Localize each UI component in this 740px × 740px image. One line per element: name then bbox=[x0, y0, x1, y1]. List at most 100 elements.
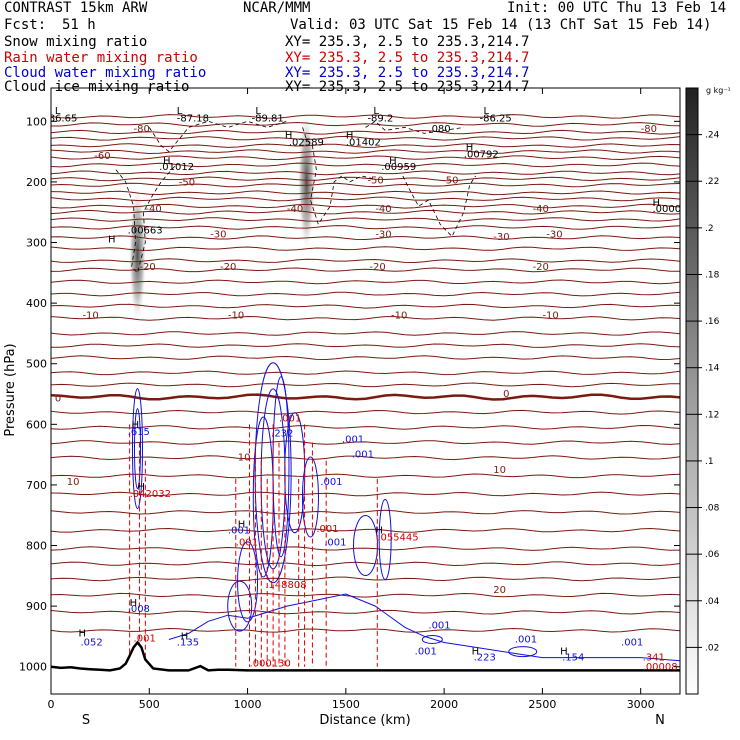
temperature-label: 10 bbox=[67, 477, 80, 488]
extremum-marker: H bbox=[375, 525, 383, 536]
cloud-water-label: .001 bbox=[342, 435, 364, 446]
extremum-marker: H bbox=[132, 420, 140, 431]
extremum-marker: H bbox=[389, 156, 397, 167]
rain-water-label: .001 bbox=[316, 524, 338, 535]
x-end-south: S bbox=[82, 713, 90, 728]
extremum-marker: L bbox=[255, 106, 261, 117]
rain-water-label: .000130 bbox=[250, 659, 291, 670]
temperature-contour bbox=[51, 291, 680, 297]
extremum-marker: H bbox=[181, 631, 189, 642]
temperature-contour bbox=[51, 343, 680, 348]
rain-water-label: .00008 bbox=[643, 662, 678, 673]
temperature-label: -30 bbox=[375, 230, 391, 241]
cloud-ice-contour bbox=[402, 175, 476, 238]
extremum-marker: H bbox=[560, 647, 568, 658]
temperature-label: -50 bbox=[367, 176, 383, 187]
extremum-marker: H bbox=[137, 482, 145, 493]
field-cloudwater-label: Cloud water mixing ratio bbox=[4, 65, 207, 81]
temperature-label: -20 bbox=[139, 262, 155, 273]
temperature-label: -80 bbox=[134, 124, 150, 135]
temperature-contour bbox=[51, 609, 680, 615]
temperature-contour bbox=[51, 135, 680, 141]
cloud-ice-contour bbox=[365, 120, 464, 134]
init-time: Init: 00 UTC Thu 13 Feb 14 bbox=[507, 0, 727, 16]
field-rain-label: Rain water mixing ratio bbox=[4, 50, 198, 66]
rain-water-label: .001 bbox=[236, 538, 258, 549]
y-tick-label: 800 bbox=[26, 540, 47, 553]
temperature-label: -30 bbox=[210, 230, 226, 241]
colorbar-tick-label: .06 bbox=[705, 550, 720, 560]
temperature-contour bbox=[51, 370, 680, 376]
temperature-label: 10 bbox=[238, 453, 251, 464]
extremum-marker: H bbox=[466, 142, 474, 153]
temperature-contour bbox=[51, 491, 680, 497]
temperature-contour bbox=[51, 527, 680, 533]
temperature-contour bbox=[51, 114, 680, 119]
x-tick-label: 2000 bbox=[430, 698, 458, 711]
colorbar-tick-label: .16 bbox=[705, 317, 720, 327]
y-tick-label: 300 bbox=[26, 237, 47, 250]
temperature-label: -20 bbox=[369, 262, 385, 273]
extremum-marker: L bbox=[373, 106, 379, 117]
plot-frame bbox=[50, 87, 681, 695]
temperature-label: -10 bbox=[542, 310, 558, 321]
temperature-contour bbox=[51, 258, 680, 264]
extremum-marker: H bbox=[238, 519, 246, 530]
temperature-label: 10 bbox=[493, 465, 506, 476]
cloud-ice-label: -89.2 bbox=[367, 113, 393, 124]
field-snow-xy: XY= 235.3, 2.5 to 235.3,214.7 bbox=[285, 34, 530, 50]
field-snow-label: Snow mixing ratio bbox=[4, 34, 148, 50]
x-tick-label: 0 bbox=[48, 698, 55, 711]
y-tick-label: 700 bbox=[26, 479, 47, 492]
temperature-label: -30 bbox=[546, 230, 562, 241]
cloud-water-label: .001 bbox=[515, 634, 537, 645]
field-cloudwater-xy: XY= 235.3, 2.5 to 235.3,214.7 bbox=[285, 65, 530, 81]
temperature-contour bbox=[51, 409, 680, 415]
temperature-contour bbox=[51, 155, 680, 161]
cloud-ice-label: .01012 bbox=[159, 162, 194, 173]
extremum-marker: H bbox=[163, 156, 171, 167]
temperature-contour bbox=[51, 190, 680, 196]
cloud-water-label: .001 bbox=[352, 450, 374, 461]
temperature-contour bbox=[51, 382, 680, 388]
cloud-water-contour bbox=[252, 416, 274, 578]
cloud-water-contour bbox=[421, 634, 443, 644]
cloud-ice-label: .080 bbox=[428, 124, 450, 135]
rain-water-label: .042032 bbox=[130, 489, 171, 500]
temperature-contour bbox=[51, 509, 680, 515]
extremum-marker: H bbox=[130, 598, 138, 609]
center-label: NCAR/MMM bbox=[243, 0, 311, 16]
rain-water-label: .055445 bbox=[377, 533, 418, 544]
cloud-water-label: .154 bbox=[562, 653, 584, 664]
cloud-water-contour bbox=[168, 593, 680, 662]
colorbar-tick-label: .22 bbox=[705, 177, 719, 187]
cloud-ice-contour bbox=[148, 120, 288, 153]
temperature-label: 20 bbox=[493, 585, 506, 596]
temperature-label: -10 bbox=[228, 310, 244, 321]
cloud-water-label: .001 bbox=[415, 647, 437, 658]
temperature-contour bbox=[51, 170, 680, 176]
extremum-marker: L bbox=[55, 106, 61, 117]
temperature-contour bbox=[51, 203, 680, 209]
temperature-contour bbox=[51, 355, 680, 361]
temperature-contour bbox=[51, 303, 680, 309]
temperature-contour bbox=[51, 149, 680, 155]
cloud-water-contour bbox=[508, 646, 538, 658]
colorbar-tick-label: .14 bbox=[705, 364, 720, 374]
y-tick-label: 900 bbox=[26, 600, 47, 613]
cloud-water-label: .001 bbox=[228, 525, 250, 536]
temperature-label: -10 bbox=[391, 310, 407, 321]
field-cloudice-label: Cloud ice mixing ratio bbox=[4, 79, 190, 95]
colorbar-tick-label: .12 bbox=[705, 410, 719, 420]
extremum-marker: H bbox=[472, 647, 480, 658]
temperature-contour bbox=[51, 455, 680, 461]
fcst-value: 51 h bbox=[62, 17, 96, 33]
temperature-contour bbox=[51, 331, 680, 336]
temperature-contour bbox=[51, 176, 680, 182]
temperature-label: -10 bbox=[82, 310, 98, 321]
extremum-marker: L bbox=[483, 106, 489, 117]
temperature-label: -20 bbox=[220, 262, 236, 273]
extremum-marker: H bbox=[652, 198, 660, 209]
temperature-contour bbox=[51, 182, 680, 188]
cloud-water-label: .135 bbox=[177, 638, 199, 649]
